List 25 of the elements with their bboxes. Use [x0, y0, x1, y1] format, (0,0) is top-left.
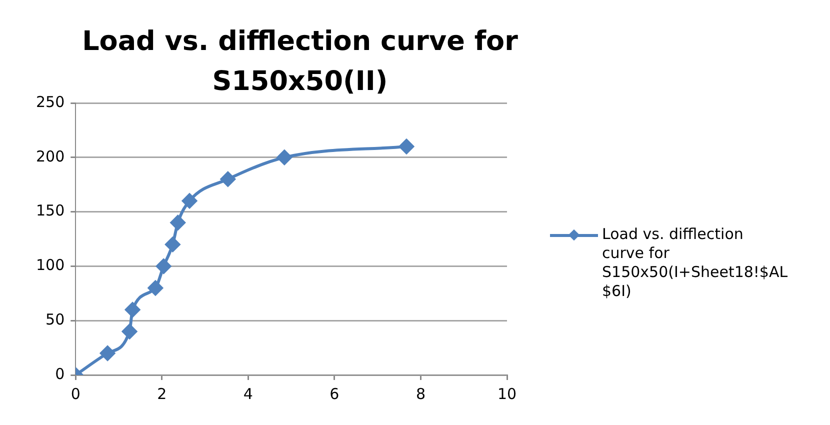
point: [182, 193, 198, 208]
x-tick-label: 10: [497, 384, 517, 403]
x-tick-label: 6: [330, 384, 340, 403]
point: [165, 236, 180, 252]
y-tick-label: 100: [36, 256, 65, 274]
x-tick-label: 0: [70, 384, 80, 403]
chart-title: Load vs. difflection curve for S150x50(II): [82, 26, 518, 97]
y-tick-label: 0: [55, 364, 65, 383]
y-tick-label: 200: [36, 147, 65, 166]
x-tick-label: 2: [157, 384, 167, 403]
point: [220, 172, 236, 187]
point: [156, 258, 172, 274]
point: [125, 302, 140, 318]
y-tick-label: 150: [36, 202, 65, 220]
y-tick-label: 250: [36, 92, 65, 111]
y-tick-label: 50: [46, 310, 65, 328]
point: [122, 324, 138, 339]
point: [170, 215, 186, 230]
legend-label: Load vs. difflection curve for S150x50(I+Sheet18!$AL$6I): [602, 225, 789, 301]
point: [148, 280, 163, 296]
point: [276, 150, 292, 165]
point: [100, 346, 116, 361]
x-tick-label: 4: [243, 384, 253, 403]
point: [398, 139, 414, 154]
x-tick-label: 8: [416, 384, 426, 403]
